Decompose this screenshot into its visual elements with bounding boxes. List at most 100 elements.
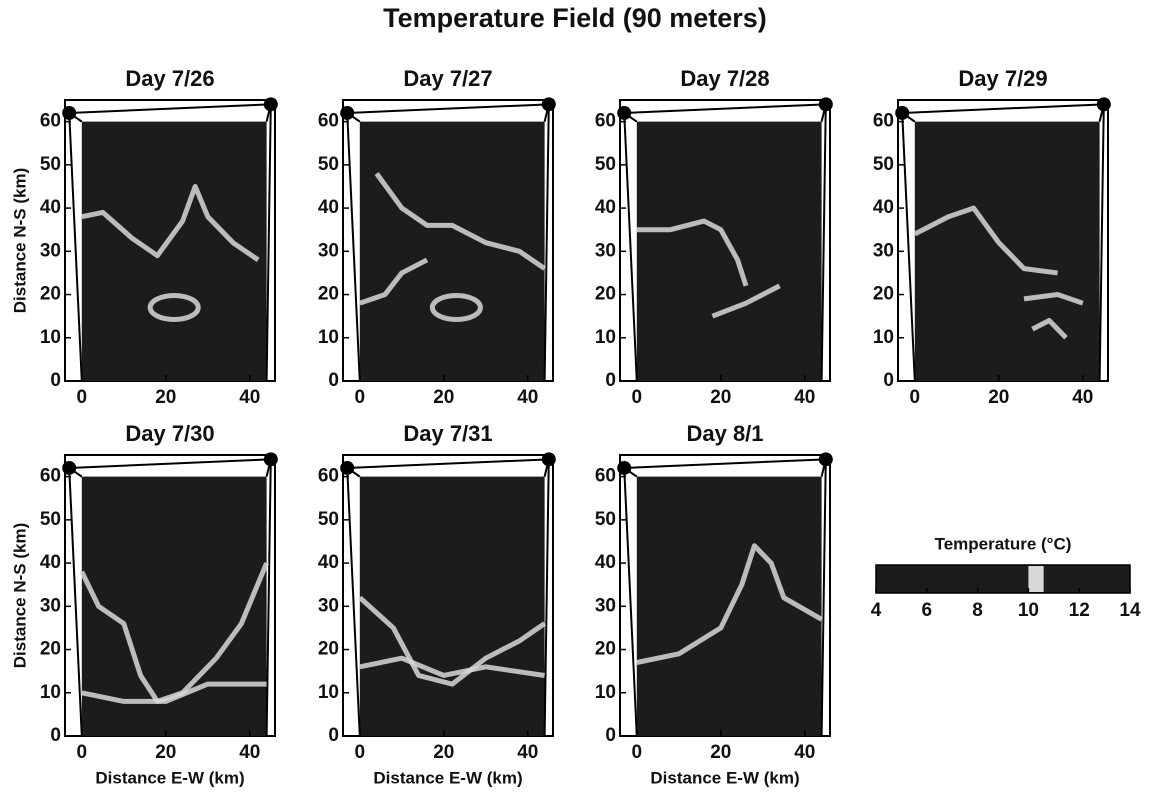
x-tick-label: 20 <box>710 387 731 408</box>
mooring-marker <box>62 460 77 475</box>
front-line <box>81 681 267 704</box>
y-tick-label: 40 <box>318 197 339 218</box>
x-tick-label: 0 <box>910 387 921 408</box>
mooring-marker <box>340 460 355 475</box>
y-tick-label: 60 <box>318 111 339 132</box>
mooring-marker <box>541 97 556 112</box>
domain-edge <box>346 458 550 737</box>
front-line <box>913 205 1058 276</box>
mooring-marker <box>1096 97 1111 112</box>
domain-edge <box>68 458 272 737</box>
x-tick-label: 20 <box>433 742 454 763</box>
y-tick-label: 30 <box>40 595 61 616</box>
panel-title: Day 7/30 <box>125 421 214 446</box>
y-tick-label: 0 <box>605 370 616 391</box>
front-line <box>636 543 823 665</box>
front-line <box>1023 292 1084 306</box>
y-tick-label: 0 <box>50 725 61 746</box>
y-tick-label: 60 <box>595 466 616 487</box>
x-axis-label: Distance E-W (km) <box>95 768 244 787</box>
y-axis-label: Distance N-S (km) <box>10 168 29 313</box>
x-tick-label: 40 <box>794 742 815 763</box>
colorbar <box>875 564 1131 594</box>
x-tick-label: 20 <box>433 387 454 408</box>
mooring-marker <box>340 105 355 120</box>
front-line <box>358 595 547 687</box>
y-tick-label: 40 <box>873 197 894 218</box>
domain-edge <box>901 103 1105 382</box>
x-tick-label: 20 <box>155 387 176 408</box>
y-tick-label: 40 <box>595 197 616 218</box>
mooring-marker <box>617 105 632 120</box>
y-tick-label: 30 <box>40 240 61 261</box>
x-tick-label: 40 <box>239 742 260 763</box>
y-tick-label: 40 <box>318 552 339 573</box>
colorbar-tick-label: 12 <box>1069 600 1090 621</box>
front-line <box>711 283 781 319</box>
y-tick-label: 20 <box>318 284 339 305</box>
temperature-field <box>81 476 267 736</box>
y-tick-label: 10 <box>595 327 616 348</box>
panel-title: Day 7/28 <box>680 66 769 91</box>
mooring-marker <box>263 452 278 467</box>
x-tick-label: 20 <box>710 742 731 763</box>
domain-edge <box>623 103 827 382</box>
colorbar-tick-label: 4 <box>871 600 882 621</box>
colorbar-tick-label: 14 <box>1119 600 1141 621</box>
mooring-marker <box>617 460 632 475</box>
y-tick-label: 50 <box>318 154 339 175</box>
panel-title: Day 7/26 <box>125 66 214 91</box>
y-tick-label: 40 <box>40 197 61 218</box>
y-tick-label: 20 <box>595 284 616 305</box>
y-tick-label: 30 <box>873 240 894 261</box>
eddy <box>147 293 201 323</box>
panel <box>340 97 556 382</box>
y-tick-label: 20 <box>40 639 61 660</box>
temperature-field <box>359 476 545 736</box>
panel-title: Day 7/27 <box>403 66 492 91</box>
y-tick-label: 40 <box>595 552 616 573</box>
front-line <box>1031 317 1068 340</box>
mooring-marker <box>541 452 556 467</box>
y-tick-label: 50 <box>595 154 616 175</box>
front-line <box>374 172 547 271</box>
y-tick-label: 30 <box>595 240 616 261</box>
panel <box>62 97 278 382</box>
x-tick-label: 20 <box>155 742 176 763</box>
y-tick-label: 10 <box>595 682 616 703</box>
y-tick-label: 60 <box>318 466 339 487</box>
y-tick-label: 10 <box>40 327 61 348</box>
y-tick-label: 0 <box>328 370 339 391</box>
x-tick-label: 40 <box>794 387 815 408</box>
y-tick-label: 0 <box>883 370 894 391</box>
x-tick-label: 40 <box>517 387 538 408</box>
y-tick-label: 10 <box>318 682 339 703</box>
y-axis-label: Distance N-S (km) <box>10 523 29 668</box>
x-tick-label: 20 <box>988 387 1009 408</box>
y-tick-label: 20 <box>595 639 616 660</box>
panel <box>895 97 1111 382</box>
panel-title: Day 8/1 <box>686 421 763 446</box>
y-tick-label: 60 <box>595 111 616 132</box>
mooring-marker <box>895 105 910 120</box>
x-axis-label: Distance E-W (km) <box>650 768 799 787</box>
front-line <box>358 257 429 306</box>
front-line <box>81 183 260 263</box>
x-tick-label: 0 <box>77 387 88 408</box>
y-tick-label: 10 <box>873 327 894 348</box>
panel-title: Day 7/31 <box>403 421 492 446</box>
y-tick-label: 10 <box>318 327 339 348</box>
y-tick-label: 60 <box>873 111 894 132</box>
y-tick-label: 60 <box>40 111 61 132</box>
y-tick-label: 50 <box>595 509 616 530</box>
x-tick-label: 0 <box>77 742 88 763</box>
colorbar-highlight <box>1028 566 1044 592</box>
temperature-field <box>81 121 267 381</box>
colorbar-title: Temperature (°C) <box>935 534 1072 553</box>
y-tick-label: 50 <box>318 509 339 530</box>
x-axis-label: Distance E-W (km) <box>373 768 522 787</box>
mooring-marker <box>818 97 833 112</box>
mooring-marker <box>818 452 833 467</box>
y-tick-label: 0 <box>50 370 61 391</box>
y-tick-label: 30 <box>318 595 339 616</box>
